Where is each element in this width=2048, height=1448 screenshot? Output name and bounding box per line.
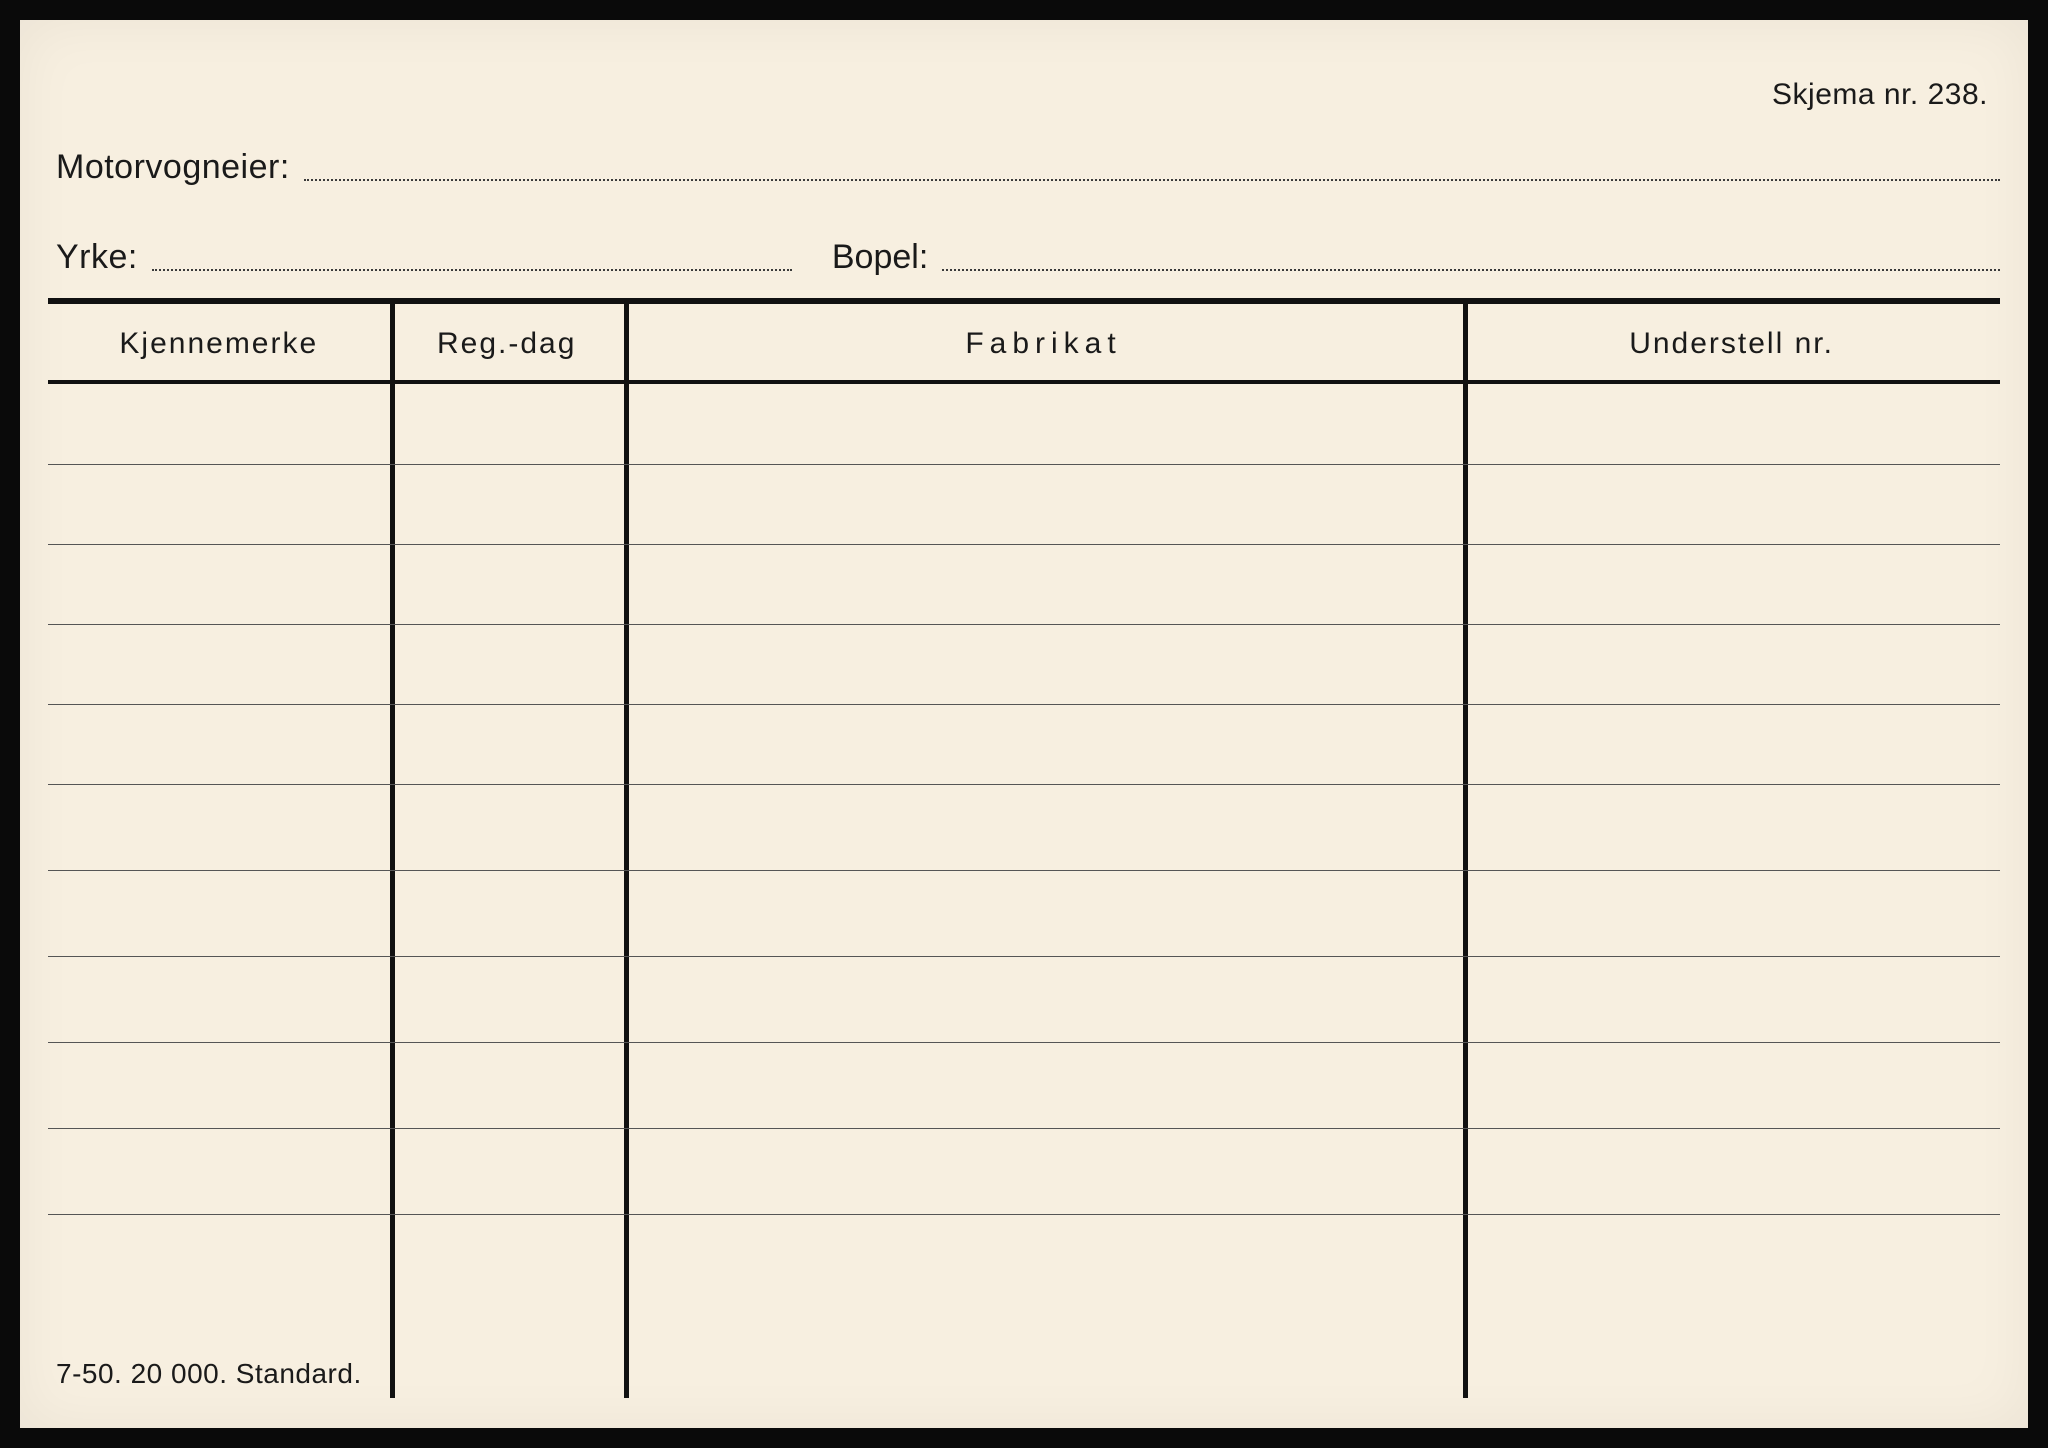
table-row-rule	[48, 704, 2000, 705]
col-divider-1	[390, 304, 395, 1398]
occupation-label: Yrke:	[56, 238, 152, 277]
table-row-rule	[48, 870, 2000, 871]
table-top-rule	[48, 298, 2000, 304]
owner-label: Motorvogneier:	[56, 148, 304, 187]
col-header-understell: Understell nr.	[1463, 310, 2000, 378]
residence-fill-line	[942, 269, 2000, 271]
col-header-kjennemerke: Kjennemerke	[48, 310, 390, 378]
occupation-residence-row: Yrke: Bopel:	[56, 238, 2000, 277]
residence-label: Bopel:	[792, 238, 942, 277]
print-mark: 7-50. 20 000. Standard.	[56, 1358, 362, 1390]
table-row-rule	[48, 544, 2000, 545]
table-row-rule	[48, 1042, 2000, 1043]
table-row-rule	[48, 1128, 2000, 1129]
col-divider-3	[1463, 304, 1468, 1398]
col-divider-2	[624, 304, 629, 1398]
vehicle-table: Kjennemerke Reg.-dag Fabrikat Understell…	[48, 298, 2000, 1398]
form-number: Skjema nr. 238.	[1772, 78, 1988, 112]
table-row-rule	[48, 1214, 2000, 1215]
table-row-rule	[48, 624, 2000, 625]
col-header-reg-dag: Reg.-dag	[390, 310, 624, 378]
table-row-rule	[48, 784, 2000, 785]
table-row-rule	[48, 956, 2000, 957]
owner-fill-line	[304, 179, 2000, 181]
occupation-fill-line	[152, 269, 792, 271]
registration-card: Skjema nr. 238. Motorvogneier: Yrke: Bop…	[20, 20, 2028, 1428]
residence-wrap: Bopel:	[792, 238, 2000, 277]
table-header-rule	[48, 380, 2000, 384]
table-row-rule	[48, 464, 2000, 465]
col-header-fabrikat: Fabrikat	[624, 310, 1463, 378]
owner-field-row: Motorvogneier:	[56, 148, 2000, 187]
